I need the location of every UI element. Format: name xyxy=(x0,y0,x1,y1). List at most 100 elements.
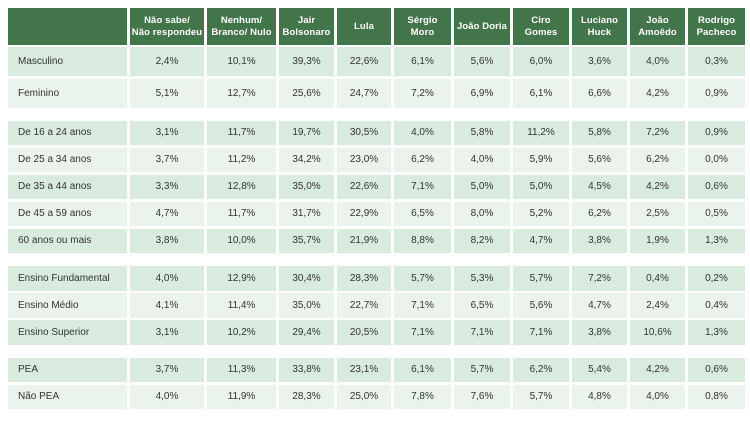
value-cell: 6,2% xyxy=(630,147,685,172)
value-cell: 34,2% xyxy=(279,147,334,172)
value-cell: 0,4% xyxy=(630,266,685,291)
value-cell: 4,2% xyxy=(630,78,685,108)
value-cell: 6,2% xyxy=(572,201,627,226)
value-cell: 3,7% xyxy=(130,147,204,172)
header-corner-cell xyxy=(8,8,127,45)
value-cell: 28,3% xyxy=(279,384,334,409)
row-label: De 25 a 34 anos xyxy=(8,147,127,172)
column-header: João Doria xyxy=(454,8,510,45)
value-cell: 35,0% xyxy=(279,293,334,318)
value-cell: 0,9% xyxy=(688,120,745,145)
value-cell: 35,0% xyxy=(279,174,334,199)
value-cell: 5,6% xyxy=(513,293,569,318)
value-cell: 4,8% xyxy=(572,384,627,409)
value-cell: 25,6% xyxy=(279,78,334,108)
value-cell: 6,9% xyxy=(454,78,510,108)
value-cell: 23,0% xyxy=(337,147,391,172)
table-row: De 45 a 59 anos 4,7% 11,7% 31,7% 22,9% 6,5% 8,… xyxy=(8,201,745,226)
survey-crosstab-table: Não sabe/ Não respondeu Nenhum/ Branco/ … xyxy=(8,8,745,409)
column-header: Lula xyxy=(337,8,391,45)
column-header: João Amoêdo xyxy=(630,8,685,45)
value-cell: 3,3% xyxy=(130,174,204,199)
value-cell: 6,5% xyxy=(454,293,510,318)
value-cell: 23,1% xyxy=(337,357,391,382)
value-cell: 4,0% xyxy=(454,147,510,172)
column-header: Sérgio Moro xyxy=(394,8,451,45)
value-cell: 39,3% xyxy=(279,47,334,76)
value-cell: 11,9% xyxy=(207,384,276,409)
value-cell: 20,5% xyxy=(337,320,391,345)
value-cell: 7,6% xyxy=(454,384,510,409)
value-cell: 5,0% xyxy=(454,174,510,199)
value-cell: 11,7% xyxy=(207,120,276,145)
column-header: Rodrigo Pacheco xyxy=(688,8,745,45)
value-cell: 4,0% xyxy=(630,384,685,409)
value-cell: 33,8% xyxy=(279,357,334,382)
table-section-idade: De 16 a 24 anos 3,1% 11,7% 19,7% 30,5% 4,0% 5,… xyxy=(8,120,745,253)
value-cell: 11,2% xyxy=(513,120,569,145)
value-cell: 1,3% xyxy=(688,320,745,345)
value-cell: 6,2% xyxy=(394,147,451,172)
value-cell: 3,8% xyxy=(572,228,627,253)
value-cell: 6,1% xyxy=(394,357,451,382)
value-cell: 4,1% xyxy=(130,293,204,318)
value-cell: 6,1% xyxy=(394,47,451,76)
table-row: De 35 a 44 anos 3,3% 12,8% 35,0% 22,6% 7,1% 5,… xyxy=(8,174,745,199)
value-cell: 19,7% xyxy=(279,120,334,145)
value-cell: 6,5% xyxy=(394,201,451,226)
column-header: Não sabe/ Não respondeu xyxy=(130,8,204,45)
value-cell: 11,4% xyxy=(207,293,276,318)
row-label: De 45 a 59 anos xyxy=(8,201,127,226)
table-row: Ensino Fundamental 4,0% 12,9% 30,4% 28,3% 5,7… xyxy=(8,266,745,291)
value-cell: 22,9% xyxy=(337,201,391,226)
value-cell: 1,3% xyxy=(688,228,745,253)
value-cell: 12,7% xyxy=(207,78,276,108)
value-cell: 28,3% xyxy=(337,266,391,291)
value-cell: 4,7% xyxy=(513,228,569,253)
value-cell: 7,8% xyxy=(394,384,451,409)
value-cell: 3,8% xyxy=(130,228,204,253)
column-header: Jair Bolsonaro xyxy=(279,8,334,45)
row-label: Feminino xyxy=(8,78,127,108)
value-cell: 5,6% xyxy=(572,147,627,172)
value-cell: 11,2% xyxy=(207,147,276,172)
value-cell: 10,2% xyxy=(207,320,276,345)
value-cell: 8,0% xyxy=(454,201,510,226)
value-cell: 4,0% xyxy=(630,47,685,76)
value-cell: 11,3% xyxy=(207,357,276,382)
value-cell: 29,4% xyxy=(279,320,334,345)
value-cell: 5,7% xyxy=(454,357,510,382)
table-section-escolaridade: Ensino Fundamental 4,0% 12,9% 30,4% 28,3% 5,7… xyxy=(8,266,745,345)
row-label: Não PEA xyxy=(8,384,127,409)
table-row: Ensino Médio 4,1% 11,4% 35,0% 22,7% 7,1% 6,5% 5… xyxy=(8,293,745,318)
value-cell: 4,7% xyxy=(130,201,204,226)
value-cell: 25,0% xyxy=(337,384,391,409)
column-header: Ciro Gomes xyxy=(513,8,569,45)
value-cell: 6,0% xyxy=(513,47,569,76)
table-row: Feminino 5,1% 12,7% 25,6% 24,7% 7,2% 6,9% 6,1% 6… xyxy=(8,78,745,108)
value-cell: 5,0% xyxy=(513,174,569,199)
value-cell: 3,6% xyxy=(572,47,627,76)
value-cell: 10,0% xyxy=(207,228,276,253)
value-cell: 2,4% xyxy=(630,293,685,318)
table-section-sexo: Masculino 2,4% 10,1% 39,3% 22,6% 6,1% 5,6% 6,0%… xyxy=(8,47,745,108)
value-cell: 5,3% xyxy=(454,266,510,291)
value-cell: 22,7% xyxy=(337,293,391,318)
value-cell: 8,2% xyxy=(454,228,510,253)
row-label: PEA xyxy=(8,357,127,382)
value-cell: 6,1% xyxy=(513,78,569,108)
row-label: De 35 a 44 anos xyxy=(8,174,127,199)
table-body: Masculino 2,4% 10,1% 39,3% 22,6% 6,1% 5,6% 6,0%… xyxy=(8,47,745,409)
table-header-row: Não sabe/ Não respondeu Nenhum/ Branco/ … xyxy=(8,8,745,45)
row-label: Ensino Fundamental xyxy=(8,266,127,291)
value-cell: 7,1% xyxy=(394,174,451,199)
value-cell: 4,7% xyxy=(572,293,627,318)
value-cell: 5,6% xyxy=(454,47,510,76)
value-cell: 5,2% xyxy=(513,201,569,226)
value-cell: 10,1% xyxy=(207,47,276,76)
value-cell: 5,7% xyxy=(394,266,451,291)
value-cell: 5,9% xyxy=(513,147,569,172)
row-label: Ensino Superior xyxy=(8,320,127,345)
value-cell: 0,0% xyxy=(688,147,745,172)
value-cell: 3,1% xyxy=(130,320,204,345)
